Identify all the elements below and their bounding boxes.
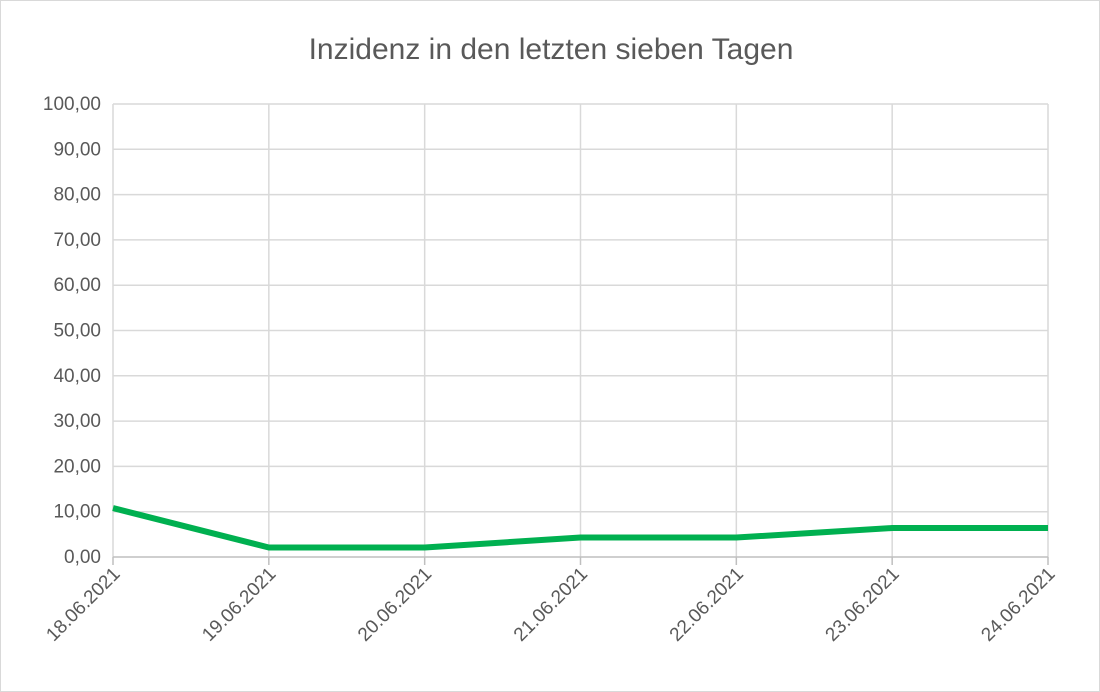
x-tick-label: 19.06.2021 <box>198 564 280 646</box>
series-layer <box>112 505 1049 551</box>
y-tick-label: 100,00 <box>43 94 101 115</box>
y-tick-label: 20,00 <box>53 456 101 477</box>
y-tick-label: 60,00 <box>53 275 101 296</box>
y-tick-label: 80,00 <box>53 185 101 206</box>
y-tick-label: 10,00 <box>53 502 101 523</box>
y-axis-tick-labels: 0,00 10,00 20,00 30,00 40,00 50,00 60,00 70,00 8… <box>43 94 101 568</box>
x-tick-label: 23.06.2021 <box>822 564 904 646</box>
x-tick-label: 18.06.2021 <box>42 564 124 646</box>
y-tick-label: 40,00 <box>53 366 101 387</box>
y-tick-label: 30,00 <box>53 411 101 432</box>
gridlines <box>112 103 1049 565</box>
y-tick-label: 70,00 <box>53 230 101 251</box>
x-tick-label: 20.06.2021 <box>354 564 436 646</box>
y-tick-label: 90,00 <box>53 139 101 160</box>
y-tick-label: 0,00 <box>64 547 101 568</box>
x-axis-tick-labels: 18.06.2021 19.06.2021 20.06.2021 21.06.2021… <box>42 564 1059 646</box>
y-tick-label: 50,00 <box>53 321 101 342</box>
x-tick-label: 22.06.2021 <box>666 564 748 646</box>
chart-title: Inzidenz in den letzten sieben Tagen <box>309 33 794 66</box>
x-tick-label: 21.06.2021 <box>510 564 592 646</box>
x-tick-label: 24.06.2021 <box>977 564 1059 646</box>
